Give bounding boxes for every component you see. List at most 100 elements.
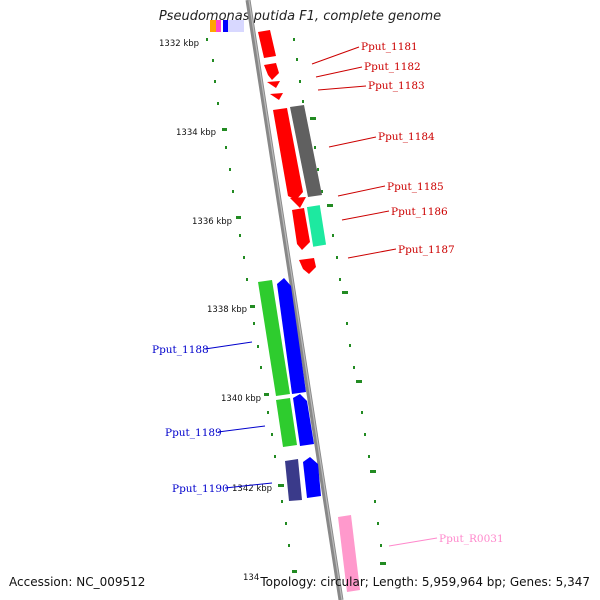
label-pput-1184[interactable]: Pput_1184 (378, 131, 435, 143)
gene-pput-1188[interactable] (258, 280, 290, 396)
gene-gray[interactable] (290, 105, 322, 197)
scale-tick (364, 433, 366, 436)
gene-pput-1181[interactable] (258, 30, 276, 58)
leader-pput-1183 (317, 85, 367, 91)
genome-summary-text: Topology: circular; Length: 5,959,964 bp… (260, 575, 590, 589)
scale-tick (281, 500, 283, 503)
fragment-magenta (216, 20, 221, 32)
scale-tick (370, 470, 376, 473)
label-pput-1187[interactable]: Pput_1187 (398, 244, 455, 256)
scale-tick (246, 278, 248, 281)
leader-pput-1188 (204, 341, 253, 350)
scale-tick (314, 146, 316, 149)
scale-tick (264, 393, 269, 396)
genome-backbone-highlight (248, 0, 343, 600)
leader-pput-1181 (311, 46, 360, 65)
scale-label-1332: 1332 kbp (159, 39, 199, 49)
scale-tick (356, 380, 362, 383)
scale-tick (229, 168, 231, 171)
gene-pput-1184[interactable] (273, 108, 303, 200)
scale-tick (346, 322, 348, 325)
scale-tick (271, 433, 273, 436)
label-pput-1186[interactable]: Pput_1186 (391, 206, 448, 218)
scale-tick (299, 80, 301, 83)
gene-blue-short[interactable] (303, 457, 321, 498)
leader-pput-r0031 (388, 537, 438, 547)
scale-tick (260, 366, 262, 369)
label-pput-r0031[interactable]: Pput_R0031 (439, 533, 504, 545)
scale-label-1334: 1334 kbp (176, 128, 216, 138)
scale-tick (217, 102, 219, 105)
fragment-lavender (228, 20, 244, 32)
label-pput-1189[interactable]: Pput_1189 (165, 427, 222, 439)
scale-tick (239, 234, 241, 237)
gene-group-green (258, 280, 297, 447)
scale-track-left (206, 38, 297, 573)
label-leaders (204, 46, 438, 547)
scale-tick (214, 80, 216, 83)
leader-pput-1185 (337, 185, 386, 197)
gene-labels: Pput_1181 Pput_1182 Pput_1183 Pput_1184 … (152, 41, 504, 545)
label-pput-1190[interactable]: Pput_1190 (172, 483, 229, 495)
leader-pput-1186 (341, 210, 390, 221)
top-fragments (210, 20, 244, 32)
label-pput-1181[interactable]: Pput_1181 (361, 41, 418, 53)
scale-tick (327, 204, 333, 207)
scale-tick (361, 411, 363, 414)
gene-blue-long[interactable] (277, 278, 306, 394)
scale-tick (310, 117, 316, 120)
scale-tick (253, 322, 255, 325)
leader-pput-1182 (315, 66, 363, 78)
scale-label-1340: 1340 kbp (221, 394, 261, 404)
scale-tick (232, 190, 234, 193)
gene-pput-1185[interactable] (290, 197, 306, 208)
label-pput-1182[interactable]: Pput_1182 (364, 61, 421, 73)
scale-tick (342, 291, 348, 294)
scale-tick (288, 544, 290, 547)
gene-blue-mid[interactable] (293, 394, 314, 446)
scale-tick (353, 366, 355, 369)
gene-pput-1183b[interactable] (270, 93, 283, 100)
scale-tick (267, 411, 269, 414)
accession-text: Accession: NC_009512 (9, 575, 146, 589)
label-pput-1183[interactable]: Pput_1183 (368, 80, 425, 92)
gene-pput-r0031[interactable] (338, 515, 360, 592)
scale-tick (225, 146, 227, 149)
scale-tick (222, 128, 227, 131)
scale-tick (332, 234, 334, 237)
leader-pput-1184 (328, 136, 377, 148)
scale-label-1338: 1338 kbp (207, 305, 247, 315)
scale-label-1342: 1342 kbp (232, 484, 272, 494)
gene-pput-1183a[interactable] (267, 81, 280, 88)
scale-tick (212, 59, 214, 62)
gene-pput-1186[interactable] (292, 208, 310, 250)
scale-tick (380, 562, 386, 565)
scale-tick (302, 100, 304, 103)
scale-tick (296, 58, 298, 61)
scale-tick (285, 522, 287, 525)
label-pput-1188[interactable]: Pput_1188 (152, 344, 209, 356)
scale-tick (292, 570, 297, 573)
scale-tick (278, 484, 284, 487)
gene-pput-1182[interactable] (264, 63, 279, 80)
gene-teal[interactable] (306, 205, 327, 247)
scale-tick (321, 190, 323, 193)
scale-tick (377, 522, 379, 525)
scale-label-134: 134 (243, 573, 259, 583)
gene-pput-1190[interactable] (285, 459, 302, 501)
scale-tick (317, 168, 319, 171)
scale-tick (236, 216, 241, 219)
scale-tick (243, 256, 245, 259)
leader-pput-1187 (347, 248, 397, 259)
gene-group-blue (277, 278, 321, 498)
scale-tick (257, 345, 259, 348)
label-pput-1185[interactable]: Pput_1185 (387, 181, 444, 193)
scale-tick (336, 256, 338, 259)
scale-label-1336: 1336 kbp (192, 217, 232, 227)
fragment-orange (210, 20, 216, 32)
gene-pput-1187[interactable] (299, 258, 316, 274)
gene-group-red (258, 30, 316, 274)
gene-pput-1189[interactable] (276, 398, 297, 447)
scale-tick (339, 278, 341, 281)
